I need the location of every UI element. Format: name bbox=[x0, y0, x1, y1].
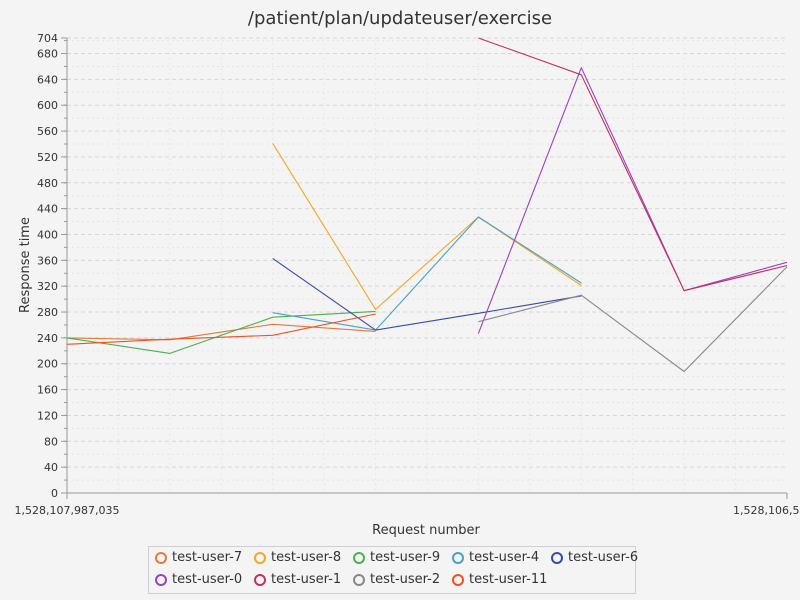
legend-swatch bbox=[452, 573, 464, 586]
series-line-test-user-11 bbox=[66, 313, 376, 345]
y-tick-label: 520 bbox=[37, 151, 58, 164]
y-tick-label: 560 bbox=[37, 125, 58, 138]
series-line-test-user-8 bbox=[272, 143, 582, 310]
legend-item-test-user-11: test-user-11 bbox=[452, 572, 547, 587]
series-line-test-user-7 bbox=[66, 323, 376, 341]
legend-swatch bbox=[155, 551, 167, 564]
legend-label: test-user-6 bbox=[568, 550, 639, 565]
series-line-test-user-2 bbox=[478, 266, 788, 373]
legend-item-test-user-9: test-user-9 bbox=[353, 550, 440, 565]
legend-swatch bbox=[254, 551, 266, 564]
legend-label: test-user-1 bbox=[271, 572, 342, 587]
y-axis-label: Response time bbox=[18, 217, 33, 313]
series-line-test-user-6 bbox=[272, 257, 582, 331]
series-line-test-user-9 bbox=[66, 310, 376, 354]
y-axis-ticks: 0 40 80 120 160 200 240 280 320 360 400 440 480 520 56… bbox=[37, 32, 67, 500]
legend-swatch bbox=[353, 573, 365, 586]
legend-item-test-user-6: test-user-6 bbox=[551, 550, 638, 565]
y-tick-label: 680 bbox=[37, 48, 58, 61]
legend-label: test-user-9 bbox=[370, 550, 441, 565]
y-tick-label: 120 bbox=[37, 409, 58, 422]
x-tick-label-end: 1,528,106,5 bbox=[733, 504, 799, 517]
series-line-test-user-0 bbox=[477, 67, 788, 334]
series-lines bbox=[66, 37, 788, 373]
legend-label: test-user-2 bbox=[370, 572, 441, 587]
y-tick-label: 480 bbox=[37, 177, 58, 190]
legend-swatch bbox=[155, 573, 167, 586]
legend-item-test-user-1: test-user-1 bbox=[254, 572, 341, 587]
legend-label: test-user-8 bbox=[271, 550, 342, 565]
x-axis-label: Request number bbox=[372, 523, 480, 538]
legend-label: test-user-7 bbox=[172, 550, 243, 565]
legend-label: test-user-0 bbox=[172, 572, 243, 587]
y-tick-label: 400 bbox=[37, 228, 58, 241]
series-line-test-user-1 bbox=[478, 37, 788, 292]
legend-swatch bbox=[551, 551, 563, 564]
axes bbox=[66, 38, 788, 499]
legend-item-test-user-2: test-user-2 bbox=[353, 572, 440, 587]
y-tick-label: 704 bbox=[37, 32, 58, 45]
legend-item-test-user-8: test-user-8 bbox=[254, 550, 341, 565]
y-tick-label: 40 bbox=[44, 461, 58, 474]
y-tick-label: 600 bbox=[37, 99, 58, 112]
y-tick-label: 240 bbox=[37, 332, 58, 345]
legend-swatch bbox=[353, 551, 365, 564]
legend: test-user-7 test-user-8 test-user-9 test-us… bbox=[148, 546, 638, 594]
y-tick-label: 200 bbox=[37, 358, 58, 371]
legend-label: test-user-4 bbox=[469, 550, 540, 565]
legend-label: test-user-11 bbox=[469, 572, 548, 587]
y-tick-label: 320 bbox=[37, 280, 58, 293]
y-tick-label: 360 bbox=[37, 254, 58, 267]
series-line-test-user-4 bbox=[272, 216, 582, 331]
y-tick-label: 440 bbox=[37, 203, 58, 216]
legend-swatch bbox=[254, 573, 266, 586]
y-tick-label: 280 bbox=[37, 306, 58, 319]
y-tick-label: 0 bbox=[51, 487, 58, 500]
y-tick-label: 80 bbox=[44, 435, 58, 448]
x-tick-label-start: 1,528,107,987,035 bbox=[15, 504, 120, 517]
chart-title: /patient/plan/updateuser/exercise bbox=[248, 8, 552, 29]
legend-item-test-user-7: test-user-7 bbox=[155, 550, 242, 565]
legend-item-test-user-4: test-user-4 bbox=[452, 550, 539, 565]
legend-item-test-user-0: test-user-0 bbox=[155, 572, 242, 587]
y-tick-label: 160 bbox=[37, 384, 58, 397]
y-tick-label: 640 bbox=[37, 73, 58, 86]
legend-swatch bbox=[452, 551, 464, 564]
